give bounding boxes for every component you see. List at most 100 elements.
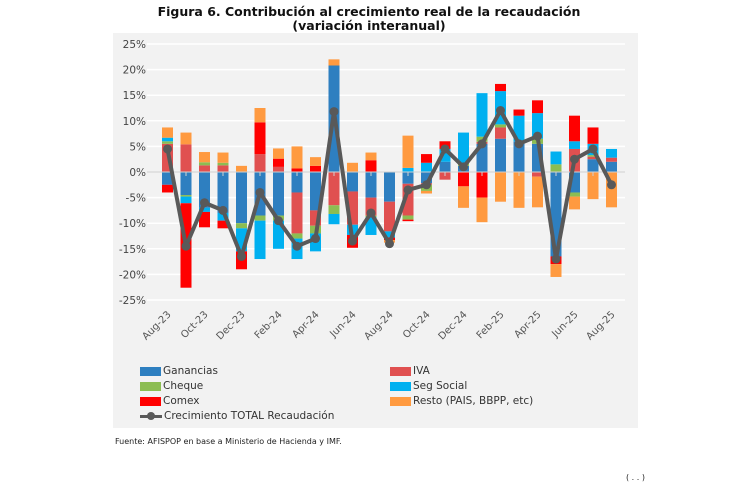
bar-cheque-aug-23 — [162, 141, 173, 144]
total-point-apr-25 — [533, 131, 542, 141]
bar-iva-jul-25 — [587, 156, 599, 160]
bar-iva-sep-24 — [402, 183, 414, 216]
bar-iva-feb-24 — [273, 166, 284, 172]
legend-label: IVA — [413, 365, 430, 377]
x-tick-label: Aug-23 — [140, 309, 173, 342]
zero-axis — [147, 171, 625, 176]
x-tick-label: Aug-24 — [362, 309, 395, 342]
bar-cheque-sep-24 — [402, 215, 414, 220]
bar-ganancias-apr-24 — [310, 172, 321, 211]
bar-cheque-jul-25 — [587, 155, 599, 157]
bar-ganancias-aug-24 — [384, 172, 395, 202]
bar-resto-jan-24 — [254, 108, 266, 123]
y-tick-label: 0% — [129, 167, 146, 179]
bar-cheque-feb-25 — [495, 124, 506, 128]
bar-ganancias-oct-23 — [199, 172, 210, 208]
total-point-may-25 — [551, 254, 561, 264]
x-tick-label: Dec-24 — [437, 309, 470, 342]
y-tick-label: 25% — [123, 39, 146, 51]
bar-resto-apr-24 — [310, 157, 321, 166]
bar-seg-social-mar-25 — [513, 115, 525, 142]
x-tick-label: Feb-24 — [253, 309, 285, 341]
legend-item-total: Crecimiento TOTAL Recaudación — [140, 409, 334, 423]
bar-seg-social-aug-24 — [384, 231, 395, 238]
total-point-dec-23 — [237, 251, 246, 261]
bar-resto-may-24 — [328, 59, 340, 66]
legend-label: Crecimiento TOTAL Recaudación — [164, 410, 335, 422]
legend-item-comex: Comex — [140, 394, 199, 408]
bar-resto-may-25 — [550, 264, 562, 277]
bar-comex-aug-23 — [162, 184, 173, 193]
bar-seg-social-jul-24 — [365, 217, 377, 235]
bar-cheque-oct-23 — [199, 162, 210, 166]
bar-resto-feb-24 — [273, 148, 284, 159]
bar-ganancias-sep-23 — [180, 172, 192, 196]
bar-ganancias-aug-23 — [162, 172, 173, 185]
total-point-mar-24 — [292, 241, 302, 251]
source-note: Fuente: AFISPOP en base a Ministerio de … — [115, 437, 342, 446]
bar-cheque-may-24 — [328, 205, 340, 214]
legend-label: Resto (PAIS, BBPP, etc) — [413, 395, 534, 407]
bar-seg-social-may-24 — [328, 213, 340, 225]
bar-iva-apr-25 — [532, 172, 543, 177]
bar-iva-sep-23 — [180, 144, 192, 172]
bar-cheque-jan-24 — [254, 215, 266, 221]
bar-comex-mar-24 — [291, 168, 303, 172]
chart-title-line2: (variación interanual) — [292, 18, 446, 33]
legend-item-iva: IVA — [390, 364, 430, 378]
bar-comex-apr-24 — [310, 165, 321, 172]
legend-label: Ganancias — [163, 365, 218, 377]
cropped-text: ( . . ) — [626, 473, 645, 482]
bar-seg-social-sep-24 — [402, 167, 414, 172]
y-tick-label: 20% — [123, 65, 146, 77]
bar-seg-social-sep-23 — [180, 196, 192, 204]
bar-comex-feb-24 — [273, 158, 284, 167]
bar-seg-social-aug-25 — [606, 148, 617, 158]
bar-ganancias-aug-25 — [606, 161, 617, 172]
bar-ganancias-nov-24 — [439, 161, 451, 172]
bar-resto-feb-25 — [495, 172, 506, 202]
y-tick-label: -5% — [126, 193, 146, 205]
bar-cheque-jan-25 — [476, 136, 488, 142]
total-point-oct-24 — [422, 180, 431, 190]
legend-item-seg-social: Seg Social — [390, 379, 467, 393]
total-point-jan-25 — [477, 139, 487, 149]
total-line — [163, 106, 616, 264]
x-tick-label: Dec-23 — [215, 309, 248, 342]
bar-ganancias-feb-25 — [495, 138, 506, 172]
bar-ganancias-feb-24 — [273, 172, 284, 216]
bar-comex-apr-25 — [532, 100, 543, 114]
bar-iva-apr-24 — [310, 210, 321, 226]
x-tick-label: Aug-25 — [584, 309, 617, 342]
bar-iva-oct-23 — [199, 165, 210, 172]
bar-resto-jun-24 — [347, 162, 358, 172]
bar-iva-jan-24 — [254, 154, 266, 172]
total-point-mar-25 — [514, 139, 524, 149]
bar-resto-mar-25 — [513, 172, 525, 208]
bar-ganancias-jan-25 — [476, 143, 488, 172]
bar-resto-jul-24 — [365, 152, 377, 161]
bar-iva-nov-23 — [217, 165, 229, 172]
bar-ganancias-jun-25 — [569, 172, 580, 193]
bar-comex-dec-24 — [458, 172, 469, 187]
bar-resto-jan-25 — [476, 197, 488, 223]
total-point-jul-24 — [366, 208, 376, 218]
bar-comex-jan-25 — [476, 172, 488, 198]
bar-ganancias-sep-24 — [402, 172, 414, 184]
bar-resto-dec-24 — [458, 186, 469, 208]
bar-resto-dec-23 — [236, 165, 247, 172]
total-point-feb-24 — [274, 216, 283, 226]
bar-comex-feb-25 — [495, 83, 506, 92]
bar-ganancias-mar-25 — [513, 141, 525, 172]
total-point-jun-25 — [570, 154, 579, 164]
y-axis: 25% 20% 15% 10% 5% 0% -5% -10% -15% -20% -25% — [119, 39, 146, 307]
total-point-jan-24 — [255, 187, 265, 197]
bar-ganancias-mar-24 — [291, 172, 303, 193]
bar-seg-social-dec-23 — [236, 228, 247, 252]
y-tick-label: 5% — [129, 141, 146, 153]
bar-resto-sep-24 — [402, 135, 414, 168]
total-point-sep-24 — [403, 185, 413, 195]
bar-seg-social-may-25 — [550, 151, 562, 165]
total-point-apr-24 — [311, 234, 320, 244]
bar-iva-aug-24 — [384, 201, 395, 232]
